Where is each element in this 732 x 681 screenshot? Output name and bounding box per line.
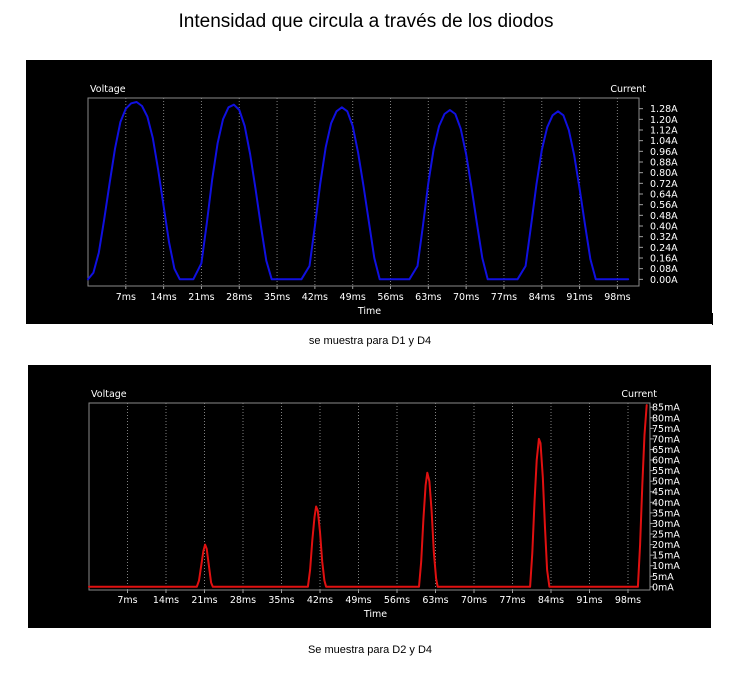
y-tick-label: 5mA [652, 572, 674, 583]
x-tick-label: 63ms [422, 595, 448, 606]
y-tick-label: 15mA [652, 551, 680, 562]
series-line [87, 101, 630, 281]
y-tick-label: 85mA [652, 403, 680, 414]
y-tick-label: 0.72A [650, 179, 678, 190]
y-tick-label: 1.04A [650, 136, 678, 147]
y-tick-label: 0.08A [650, 264, 678, 275]
x-tick-label: 14ms [153, 595, 179, 606]
x-axis-label: Time [363, 609, 387, 620]
x-tick-label: 28ms [230, 595, 256, 606]
x-tick-label: 49ms [340, 292, 366, 303]
y-tick-label: 0.24A [650, 243, 678, 254]
y-tick-label: 1.12A [650, 126, 678, 137]
x-tick-label: 56ms [384, 595, 410, 606]
x-tick-label: 77ms [499, 595, 525, 606]
caption-d2-d4: Se muestra para D2 y D4 [307, 644, 433, 656]
y-tick-label: 35mA [652, 508, 680, 519]
y-tick-label: 0.96A [650, 147, 678, 158]
x-tick-label: 98ms [615, 595, 641, 606]
y-tick-label: 65mA [652, 445, 680, 456]
x-tick-label: 49ms [345, 595, 371, 606]
x-tick-label: 63ms [415, 292, 441, 303]
x-tick-label: 77ms [491, 292, 517, 303]
series-line [88, 404, 648, 588]
y-tick-label: 40mA [652, 498, 680, 509]
chart-panel-d1-d4: 7ms 14ms 21ms 28ms 35ms 42ms 49ms 56ms 63ms 70ms 7… [26, 60, 712, 324]
chart-d1-d4: 7ms 14ms 21ms 28ms 35ms 42ms 49ms 56ms 63ms 70ms 7… [87, 84, 678, 317]
y-tick-label: 25mA [652, 530, 680, 541]
y-tick-label: 0.80A [650, 168, 678, 179]
plot-frame [87, 97, 640, 287]
y-tick-label: 0.88A [650, 158, 678, 169]
y-tick-label: 0.40A [650, 222, 678, 233]
y-tick-label: 0.64A [650, 190, 678, 201]
y-tick-label: 0.32A [650, 232, 678, 243]
y-tick-label: 80mA [652, 413, 680, 424]
y-tick-label: 0.16A [650, 254, 678, 265]
x-tick-label: 91ms [566, 292, 592, 303]
x-tick-label: 28ms [226, 292, 252, 303]
x-tick-label: 14ms [150, 292, 176, 303]
x-tick-label: 7ms [117, 595, 137, 606]
y-tick-label: 10mA [652, 561, 680, 572]
document-title: Intensidad que circula a través de los d… [178, 11, 554, 32]
y-tick-label: 55mA [652, 466, 680, 477]
x-tick-label: 21ms [191, 595, 217, 606]
x-tick-label: 21ms [188, 292, 214, 303]
y-tick-label: 1.20A [650, 115, 678, 126]
x-tick-label: 91ms [576, 595, 602, 606]
y-tick-label: 75mA [652, 424, 680, 435]
chart-panel-d2-d4: 7ms 14ms 21ms 28ms 35ms 42ms 49ms 56ms 63ms 70ms 7… [28, 365, 711, 628]
x-tick-label: 7ms [116, 292, 136, 303]
plot-frame [88, 402, 651, 591]
x-tick-label: 70ms [453, 292, 479, 303]
y-tick-label: 0.56A [650, 200, 678, 211]
right-axis-label: Current [621, 389, 657, 400]
x-tick-label: 42ms [307, 595, 333, 606]
text-cursor [712, 313, 713, 325]
y-tick-label: 60mA [652, 456, 680, 467]
x-tick-label: 70ms [461, 595, 487, 606]
x-tick-label: 35ms [264, 292, 290, 303]
y-tick-label: 0.48A [650, 211, 678, 222]
left-axis-label: Voltage [90, 84, 126, 95]
left-axis-label: Voltage [91, 389, 127, 400]
x-tick-label: 56ms [377, 292, 403, 303]
x-tick-label: 98ms [604, 292, 630, 303]
y-tick-label: 1.28A [650, 104, 678, 115]
x-tick-label: 84ms [529, 292, 555, 303]
x-axis-label: Time [357, 306, 381, 317]
y-tick-label: 30mA [652, 519, 680, 530]
caption-d1-d4: se muestra para D1 y D4 [308, 335, 432, 347]
x-tick-label: 84ms [538, 595, 564, 606]
y-tick-label: 70mA [652, 434, 680, 445]
x-tick-label: 42ms [302, 292, 328, 303]
y-tick-label: 20mA [652, 540, 680, 551]
y-tick-label: 45mA [652, 487, 680, 498]
chart-d2-d4: 7ms 14ms 21ms 28ms 35ms 42ms 49ms 56ms 63ms 70ms 7… [88, 389, 680, 620]
y-tick-label: 0.00A [650, 275, 678, 286]
x-tick-label: 35ms [268, 595, 294, 606]
right-axis-label: Current [610, 84, 646, 95]
y-tick-label: 0mA [652, 582, 674, 593]
y-tick-label: 50mA [652, 477, 680, 488]
